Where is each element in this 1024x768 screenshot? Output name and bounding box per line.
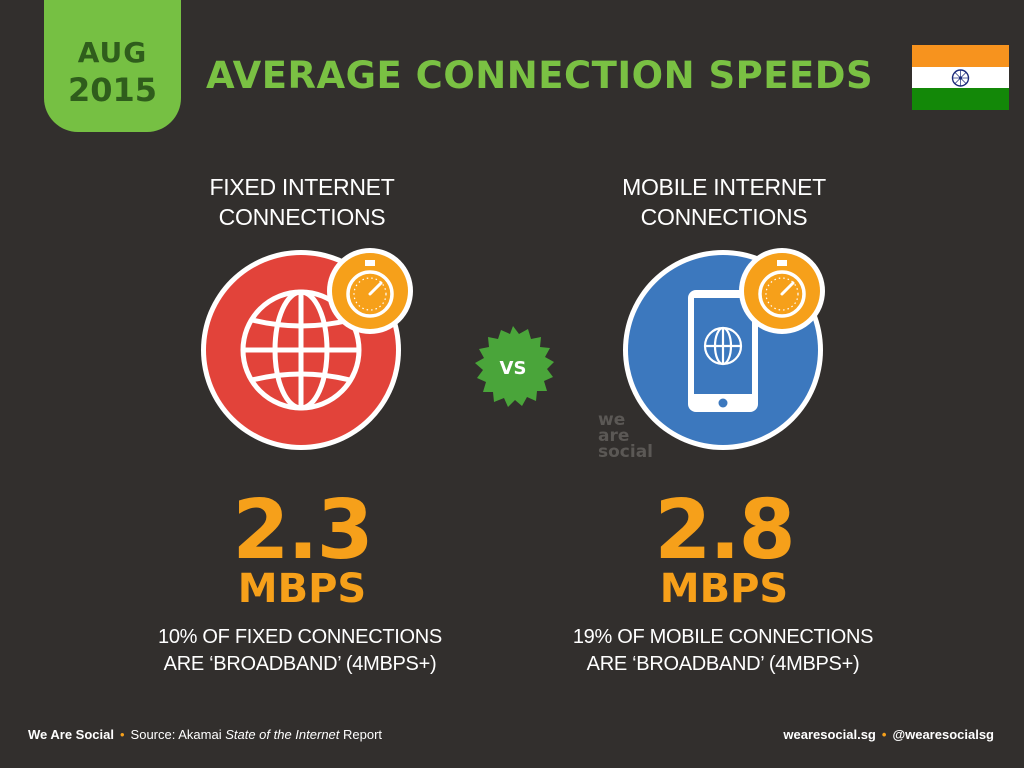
footer-source-title: State of the Internet <box>225 727 340 742</box>
watermark-line1: we <box>598 410 626 430</box>
fixed-note-line2: ARE ‘BROADBAND’ (4MBPS+) <box>163 653 437 675</box>
footer-links: wearesocial.sg • @wearesocialsg <box>783 727 994 742</box>
page-title: AVERAGE CONNECTION SPEEDS <box>206 54 874 97</box>
stopwatch-icon <box>739 248 825 334</box>
vs-badge: VS <box>472 326 554 413</box>
footer-source-suffix: Report <box>339 727 383 742</box>
mobile-heading-line1: MOBILE INTERNET <box>622 174 826 200</box>
badge-year: 2015 <box>67 71 158 109</box>
footer-source: We Are Social • Source: Akamai State of th… <box>28 727 382 742</box>
date-badge: AUG 2015 <box>44 0 181 132</box>
watermark-line2: are <box>598 426 630 446</box>
footer-handle-link[interactable]: @wearesocialsg <box>892 727 994 742</box>
fixed-speed-unit: MBPS <box>237 566 367 612</box>
mobile-note: 19% OF MOBILE CONNECTIONS ARE ‘BROADBAND… <box>513 624 933 678</box>
vs-starburst-icon <box>475 326 554 407</box>
stopwatch-icon <box>327 248 413 334</box>
fixed-note: 10% OF FIXED CONNECTIONS ARE ‘BROADBAND’… <box>90 624 510 678</box>
fixed-heading: FIXED INTERNET CONNECTIONS <box>152 172 452 232</box>
mobile-note-line2: ARE ‘BROADBAND’ (4MBPS+) <box>586 653 860 675</box>
mobile-heading-line2: CONNECTIONS <box>640 204 808 230</box>
mobile-note-line1: 19% OF MOBILE CONNECTIONS <box>572 626 874 648</box>
footer-site-link[interactable]: wearesocial.sg <box>783 727 876 742</box>
globe-icon <box>240 289 362 411</box>
mobile-speed-unit: MBPS <box>659 566 789 612</box>
badge-month: AUG <box>77 36 148 69</box>
we-are-social-watermark: we are social <box>598 410 654 462</box>
fixed-speed-value: 2.3 <box>232 483 373 578</box>
mobile-speed-disc <box>620 248 840 463</box>
footer-separator: • <box>881 727 887 742</box>
vs-label: VS <box>500 358 527 379</box>
india-flag-icon <box>912 45 1009 110</box>
footer-separator: • <box>119 727 125 742</box>
footer-source-prefix: Source: Akamai <box>130 727 226 742</box>
watermark-line3: social <box>598 442 654 462</box>
fixed-heading-line1: FIXED INTERNET <box>209 174 395 200</box>
fixed-speed-disc <box>198 248 418 463</box>
smartphone-icon <box>688 290 758 412</box>
fixed-heading-line2: CONNECTIONS <box>218 204 386 230</box>
fixed-note-line1: 10% OF FIXED CONNECTIONS <box>158 626 442 648</box>
mobile-speed-value: 2.8 <box>654 483 795 578</box>
mobile-heading: MOBILE INTERNET CONNECTIONS <box>574 172 874 232</box>
footer-brand: We Are Social <box>28 727 114 742</box>
